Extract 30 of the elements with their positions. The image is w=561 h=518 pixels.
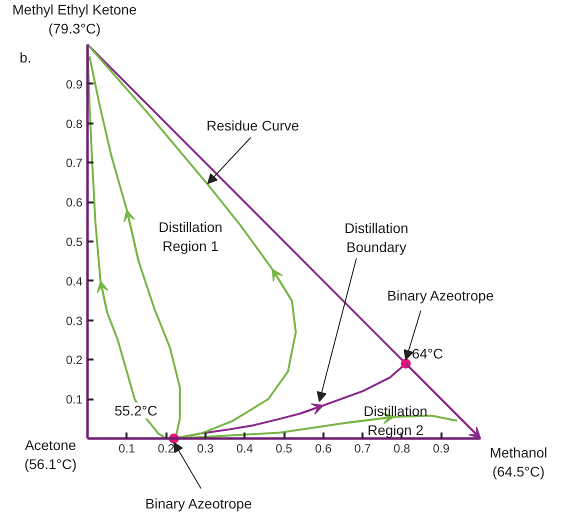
x-tick-label: 0.2 (158, 442, 175, 456)
y-tick-label: 0.5 (66, 235, 83, 249)
y-tick-label: 0.4 (66, 274, 83, 288)
annotation: Distillation Boundary (344, 220, 408, 256)
x-tick-label: 0.3 (197, 442, 214, 456)
annotation: 64°C (412, 346, 444, 362)
text: Acetone (56.1°C) (24, 436, 77, 472)
y-tick-label: 0.6 (66, 196, 83, 210)
x-tick-label: 0.6 (314, 442, 332, 456)
annotation: Binary Azeotrope (145, 496, 252, 512)
x-tick-label: 0.8 (394, 442, 411, 456)
x-tick-label: 0.1 (118, 442, 136, 456)
annotation: Binary Azeotrope (387, 288, 494, 304)
y-tick-label: 0.3 (66, 314, 83, 328)
x-tick-label: 0.9 (432, 442, 450, 456)
annotation: Methanol (64.5°C) (490, 444, 548, 480)
annotation: Methyl Ethyl Ketone (79.3°C) (12, 1, 137, 36)
annotation: Residue Curve (206, 118, 300, 134)
y-tick-label: 0.7 (66, 156, 83, 170)
annotation: Distillation Region 1 (158, 218, 222, 254)
x-tick-label: 0.7 (354, 442, 372, 456)
y-tick-label: 0.9 (66, 77, 83, 92)
x-tick-label: 0.4 (236, 442, 254, 456)
annotation: Distillation Region 2 (364, 402, 428, 438)
annotation: 55.2°C (114, 402, 158, 418)
x-tick-label: 0.5 (276, 442, 293, 456)
y-tick-label: 0.1 (66, 392, 83, 407)
y-tick-label: 0.2 (66, 353, 83, 368)
text: b. (20, 50, 32, 66)
y-tick-label: 0.8 (66, 116, 83, 131)
